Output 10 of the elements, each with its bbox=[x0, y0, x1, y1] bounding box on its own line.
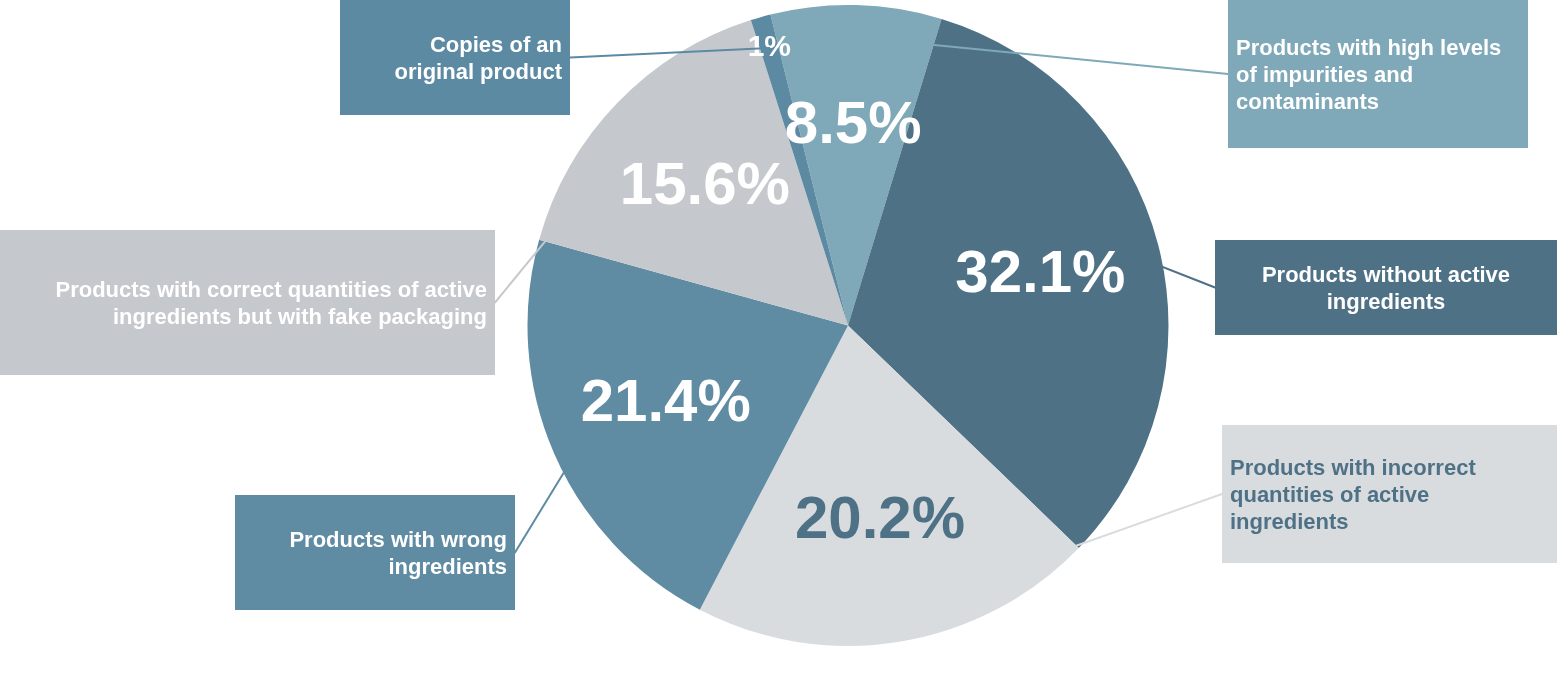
slice-label: Products with wrong ingredients bbox=[288, 525, 507, 580]
slice-label: Copies of an original product bbox=[393, 30, 562, 85]
data-label: 1% bbox=[747, 29, 792, 63]
data-label: 20.2% bbox=[794, 484, 966, 552]
slice-label: Products with incorrect quantities of active ingredients bbox=[1230, 453, 1477, 535]
slice-label: Products with correct quantities of active ingredients but with fake packaging bbox=[54, 275, 487, 330]
data-label: 32.1% bbox=[955, 238, 1126, 306]
slice-label: Products with high levels of impurities and contaminants bbox=[1236, 33, 1503, 115]
legend-label: Products without active ingredients bbox=[1260, 260, 1512, 315]
data-label: 21.4% bbox=[580, 367, 751, 435]
